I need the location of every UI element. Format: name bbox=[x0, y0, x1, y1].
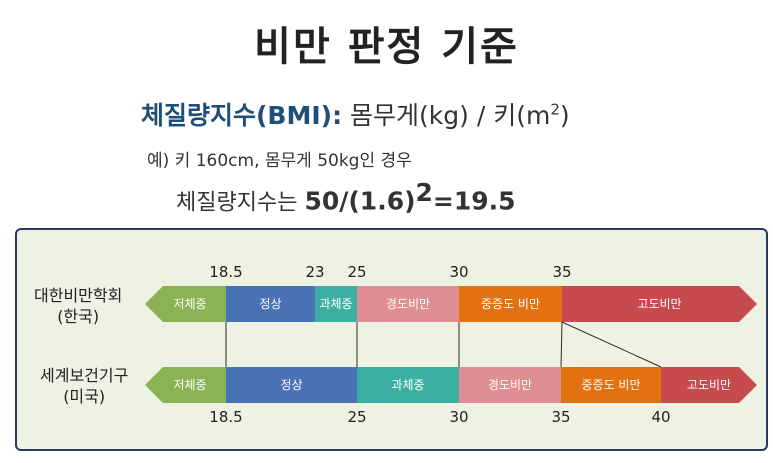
korea-segment-1 bbox=[226, 286, 315, 322]
korea-cutoff-0: 18.5 bbox=[209, 263, 242, 281]
korea-segment-label-5: 고도비만 bbox=[637, 297, 681, 311]
connector-line-4 bbox=[561, 321, 662, 368]
who-segment-label-1: 정상 bbox=[280, 378, 302, 392]
who-label-line2: (미국) bbox=[63, 387, 106, 406]
who-segment-0 bbox=[145, 367, 226, 403]
korea-cutoff-4: 35 bbox=[552, 263, 571, 281]
who-segment-3 bbox=[459, 367, 561, 403]
who-segment-4 bbox=[561, 367, 661, 403]
bmi-expression: 몸무게(kg) / 키(m bbox=[350, 101, 551, 130]
korea-segment-4 bbox=[459, 286, 562, 322]
korea-segment-2 bbox=[315, 286, 357, 322]
korea-cutoff-1: 23 bbox=[305, 263, 324, 281]
who-label-line1: 세계보건기구 bbox=[40, 366, 129, 385]
who-segment-label-5: 고도비만 bbox=[687, 378, 731, 392]
connector-line-3 bbox=[560, 321, 563, 368]
example-text: 예) 키 160cm, 몸무게 50kg인 경우 bbox=[147, 151, 412, 171]
who-segment-label-2: 과체중 bbox=[391, 378, 424, 392]
who-cutoff-4: 40 bbox=[651, 408, 670, 426]
calc-value: 50/(1.6) bbox=[304, 186, 416, 216]
korea-row-label: 대한비만학회 (한국) bbox=[34, 285, 122, 327]
who-segment-label-4: 중증도 비만 bbox=[581, 378, 640, 392]
who-segment-2 bbox=[357, 367, 459, 403]
who-segment-label-3: 경도비만 bbox=[488, 378, 532, 392]
korea-segment-label-3: 경도비만 bbox=[386, 297, 430, 311]
who-segment-5 bbox=[661, 367, 757, 403]
who-segment-label-0: 저체중 bbox=[173, 378, 206, 392]
who-segment-1 bbox=[226, 367, 357, 403]
who-cutoff-1: 25 bbox=[347, 408, 366, 426]
korea-cutoff-3: 30 bbox=[449, 263, 468, 281]
bmi-colon: : bbox=[332, 101, 343, 130]
korea-label-line1: 대한비만학회 bbox=[34, 286, 123, 305]
korea-segment-label-2: 과체중 bbox=[319, 297, 352, 311]
korea-cutoff-2: 25 bbox=[347, 263, 366, 281]
korea-segment-3 bbox=[357, 286, 459, 322]
who-cutoff-3: 35 bbox=[551, 408, 570, 426]
who-row-label: 세계보건기구 (미국) bbox=[40, 365, 128, 407]
who-cutoff-0: 18.5 bbox=[209, 408, 242, 426]
korea-segment-label-0: 저체중 bbox=[173, 297, 206, 311]
korea-segment-label-4: 중증도 비만 bbox=[481, 297, 540, 311]
bmi-term: 체질량지수(BMI) bbox=[141, 101, 333, 130]
calc-prefix: 체질량지수는 bbox=[176, 190, 298, 216]
calc-exponent: 2 bbox=[415, 178, 433, 207]
calc-result: =19.5 bbox=[432, 186, 516, 216]
page-title: 비만 판정 기준 bbox=[254, 24, 519, 70]
korea-segment-5 bbox=[562, 286, 757, 322]
korea-segment-label-1: 정상 bbox=[259, 297, 281, 311]
korea-segment-0 bbox=[145, 286, 226, 322]
classification-panel: 저체중 정상 과체중 경도비만 중증도 비만 고도비만 18.5 23 25 30 35 저체중 정상 과… bbox=[15, 228, 768, 451]
bmi-exponent: 2 bbox=[550, 100, 560, 119]
korea-label-line2: (한국) bbox=[57, 307, 100, 326]
who-cutoff-2: 30 bbox=[449, 408, 468, 426]
bmi-formula: 체질량지수(BMI): 몸무게(kg) / 키(m2) bbox=[141, 96, 570, 132]
example-calculation: 체질량지수는 50/(1.6)2=19.5 bbox=[176, 178, 516, 216]
bmi-close: ) bbox=[559, 101, 570, 130]
